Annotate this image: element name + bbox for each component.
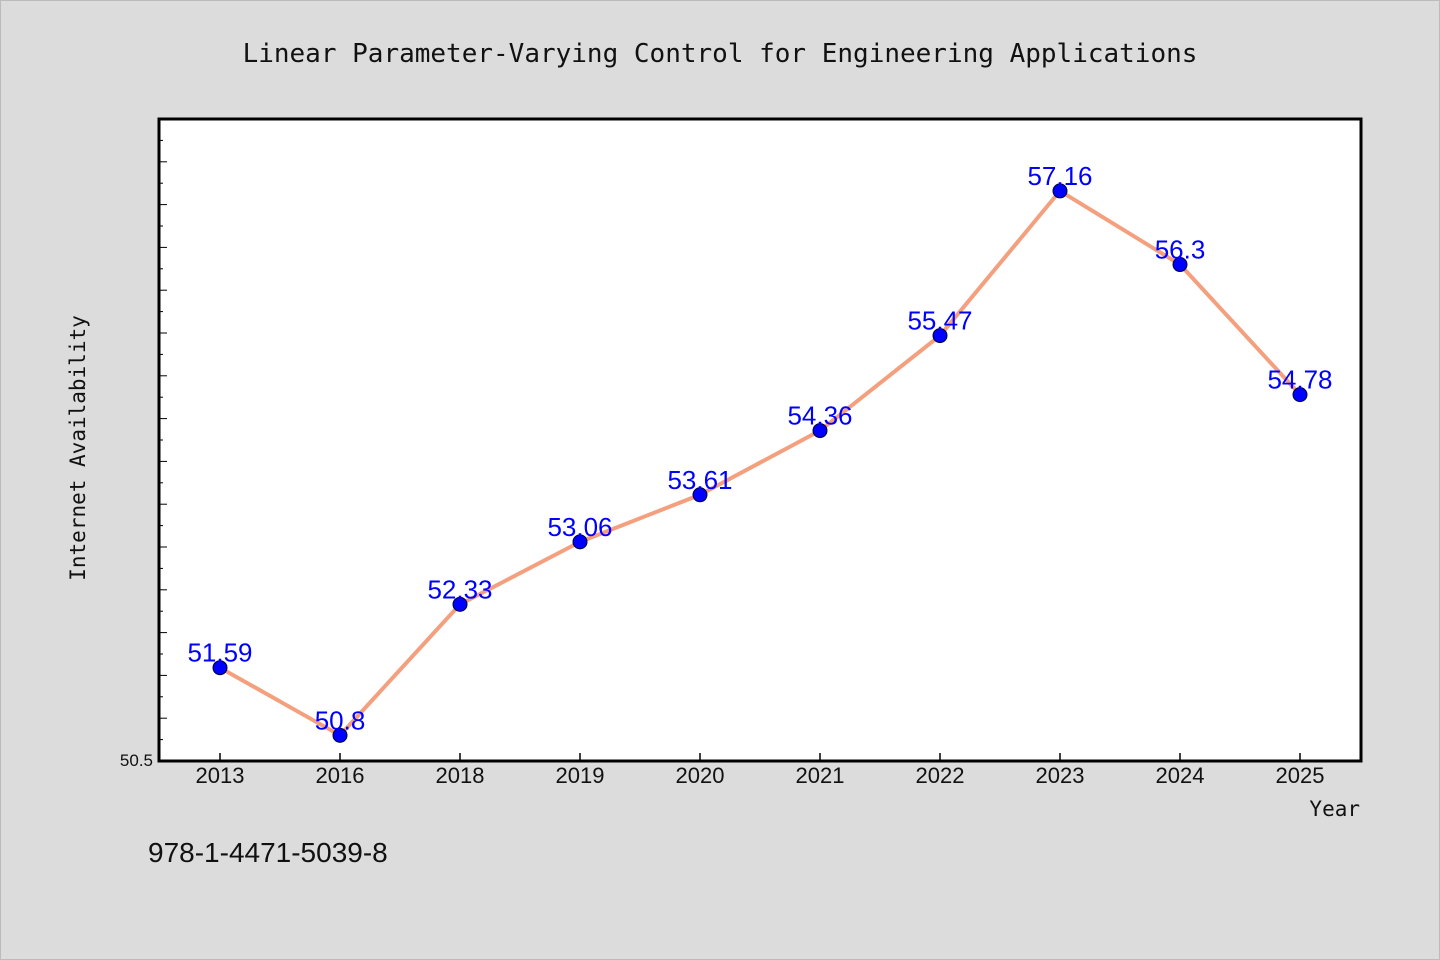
- x-axis-tick-labels: 2013 2016 2018 2019 2020 2021 2022 2023 2024 2025: [196, 763, 1325, 788]
- data-point-marker: [332, 727, 348, 743]
- data-label: 51.59: [187, 638, 252, 668]
- data-label: 54.36: [787, 401, 852, 431]
- data-point-marker: [812, 423, 828, 439]
- data-point-marker: [1172, 257, 1188, 273]
- y-axis-ticks: [159, 118, 167, 762]
- x-tick-label: 2023: [1036, 763, 1085, 788]
- data-point-marker: [692, 487, 708, 503]
- x-tick-label: 2019: [556, 763, 605, 788]
- x-tick-label: 2018: [436, 763, 485, 788]
- x-tick-label: 2013: [196, 763, 245, 788]
- data-point-marker: [452, 596, 468, 612]
- data-label: 57.16: [1027, 161, 1092, 191]
- x-axis-ticks: [219, 753, 1301, 761]
- x-tick-label: 2024: [1156, 763, 1205, 788]
- x-tick-label: 2022: [916, 763, 965, 788]
- plot-area: [157, 117, 1363, 763]
- series-line: [218, 188, 1302, 738]
- series-markers: [212, 183, 1308, 743]
- y-axis-title: Internet Availability: [66, 315, 90, 581]
- data-point-marker: [1052, 183, 1068, 199]
- data-labels: 51.59 50.8 52.33 53.06 53.61 54.36 55.47 57.16 5…: [187, 161, 1332, 735]
- data-point-marker: [1292, 387, 1308, 403]
- data-label: 53.06: [547, 512, 612, 542]
- data-label: 52.33: [427, 574, 492, 604]
- x-tick-label: 2020: [676, 763, 725, 788]
- data-point-marker: [572, 534, 588, 550]
- data-label: 53.61: [667, 465, 732, 495]
- data-point-marker: [932, 328, 948, 344]
- data-label: 55.47: [907, 306, 972, 336]
- x-tick-label: 2025: [1276, 763, 1325, 788]
- x-tick-label: 2021: [796, 763, 845, 788]
- data-label: 54.78: [1267, 365, 1332, 395]
- isbn-text: 978-1-4471-5039-8: [148, 837, 388, 868]
- data-point-marker: [212, 660, 228, 676]
- y-tick-label-min: 50.5: [120, 751, 153, 770]
- chart-title: Linear Parameter-Varying Control for Eng…: [243, 39, 1198, 69]
- x-axis-title: Year: [1309, 797, 1360, 821]
- data-label: 56.3: [1155, 235, 1206, 265]
- data-label: 50.8: [315, 705, 366, 735]
- x-tick-label: 2016: [316, 763, 365, 788]
